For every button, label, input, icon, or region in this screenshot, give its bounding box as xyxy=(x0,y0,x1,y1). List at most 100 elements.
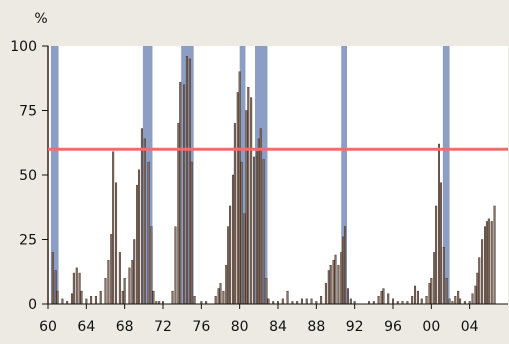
bar-90 xyxy=(342,236,345,305)
bar-6 xyxy=(70,293,73,305)
bar-82 xyxy=(320,296,323,305)
bar-128 xyxy=(474,285,477,305)
bar-70 xyxy=(265,278,268,305)
bar-25 xyxy=(133,239,136,305)
bar-80 xyxy=(310,298,313,305)
bar-111 xyxy=(425,296,428,305)
bar-19 xyxy=(115,182,118,305)
bar-37 xyxy=(171,290,174,305)
bar-16 xyxy=(107,259,110,305)
bar-119 xyxy=(445,278,448,305)
bar-122 xyxy=(454,296,457,305)
bar-53 xyxy=(225,265,228,305)
bar-59 xyxy=(238,71,241,305)
bar-14 xyxy=(99,290,102,305)
bar-4 xyxy=(61,298,64,305)
bar-60 xyxy=(240,161,243,305)
bar-71 xyxy=(267,298,270,305)
y-tick-label-50: 50 xyxy=(19,168,37,184)
y-tick-label-0: 0 xyxy=(28,297,37,313)
bar-24 xyxy=(131,259,134,305)
x-tick-label-68: 68 xyxy=(116,319,134,335)
bar-52 xyxy=(222,290,225,305)
x-tick-label-96: 96 xyxy=(384,319,402,335)
bar-92 xyxy=(346,288,349,305)
bar-93 xyxy=(349,298,352,305)
bar-20 xyxy=(118,252,121,305)
bar-107 xyxy=(411,296,414,305)
bar-27 xyxy=(138,169,141,305)
bar-49 xyxy=(214,296,217,305)
bar-131 xyxy=(481,239,484,305)
bar-55 xyxy=(229,205,232,305)
x-tick-label-76: 76 xyxy=(192,319,210,335)
bar-118 xyxy=(442,247,445,305)
x-tick-label-60: 60 xyxy=(39,319,57,335)
bar-108 xyxy=(414,285,417,305)
bar-127 xyxy=(471,293,474,305)
bar-61 xyxy=(243,213,246,305)
bar-87 xyxy=(334,254,337,305)
bar-66 xyxy=(255,151,258,305)
bar-8 xyxy=(75,267,78,305)
bar-44 xyxy=(190,161,193,305)
bar-83 xyxy=(324,283,327,305)
bar-65 xyxy=(253,156,256,305)
bar-132 xyxy=(484,226,487,305)
shaded-period-0 xyxy=(50,46,59,304)
bar-114 xyxy=(433,252,436,305)
bar-23 xyxy=(128,267,131,305)
bar-110 xyxy=(420,298,423,305)
bar-69 xyxy=(262,159,265,305)
bar-91 xyxy=(344,226,347,305)
x-tick-label-92: 92 xyxy=(346,319,364,335)
x-tick-label-72: 72 xyxy=(154,319,172,335)
bar-2 xyxy=(54,270,57,305)
bar-63 xyxy=(247,87,250,305)
bar-50 xyxy=(217,288,220,305)
bar-13 xyxy=(94,296,97,305)
bar-15 xyxy=(104,278,107,305)
bar-62 xyxy=(245,110,248,305)
bar-89 xyxy=(340,252,343,305)
bar-11 xyxy=(85,298,88,305)
bar-42 xyxy=(185,56,188,305)
bar-117 xyxy=(439,182,442,305)
bar-103 xyxy=(392,298,395,305)
bar-51 xyxy=(219,283,222,305)
bar-26 xyxy=(136,185,139,305)
bar-30 xyxy=(147,161,150,305)
bar-129 xyxy=(476,272,479,305)
bar-41 xyxy=(183,84,186,305)
y-tick-label-75: 75 xyxy=(19,104,37,120)
bar-135 xyxy=(490,221,493,305)
bar-38 xyxy=(174,226,177,305)
x-tick-label-88: 88 xyxy=(307,319,325,335)
bar-99 xyxy=(377,296,380,305)
bar-115 xyxy=(435,205,438,305)
bar-7 xyxy=(72,272,75,305)
y-unit-label: % xyxy=(34,11,47,27)
bar-84 xyxy=(327,270,330,305)
bar-85 xyxy=(329,265,332,305)
x-tick-label-04: 04 xyxy=(461,319,479,335)
bar-31 xyxy=(150,226,153,305)
bar-40 xyxy=(179,81,182,305)
bar-116 xyxy=(438,143,441,305)
y-tick-label-25: 25 xyxy=(19,233,37,249)
bar-29 xyxy=(143,138,146,305)
bar-9 xyxy=(78,272,81,305)
bar-58 xyxy=(236,92,239,305)
bar-102 xyxy=(387,293,390,305)
y-axis: 0 25 50 75 100 xyxy=(10,39,48,313)
shaded-period-5 xyxy=(341,46,347,304)
bar-3 xyxy=(56,290,59,305)
x-axis: 60 64 68 72 76 80 84 88 92 96 00 04 xyxy=(39,304,479,335)
bar-32 xyxy=(152,290,155,305)
bar-75 xyxy=(286,290,289,305)
bar-79 xyxy=(305,298,308,305)
bar-133 xyxy=(485,221,488,305)
bar-120 xyxy=(448,298,451,305)
